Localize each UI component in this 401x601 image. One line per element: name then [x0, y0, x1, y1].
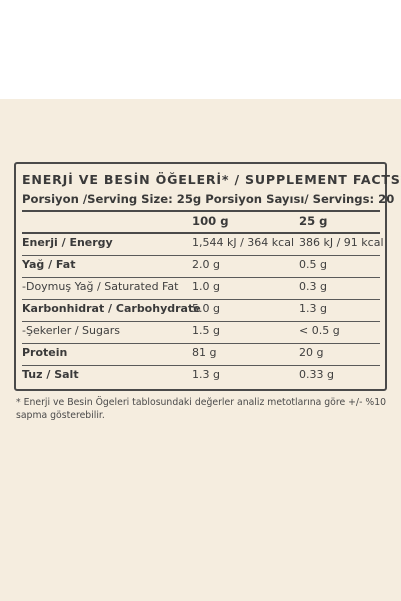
value-25g: 0.33 g: [299, 368, 334, 381]
value-25g: 386 kJ / 91 kcal: [299, 236, 384, 249]
value-25g: 0.3 g: [299, 280, 327, 293]
row-divider: [22, 343, 380, 344]
value-100g: 81 g: [192, 346, 217, 359]
row-label: Karbonhidrat / Carbohydrate: [22, 302, 201, 315]
value-25g: 20 g: [299, 346, 324, 359]
value-25g: < 0.5 g: [299, 324, 340, 337]
table-row: Yağ / Fat 2.0 g 0.5 g: [22, 255, 380, 277]
header-divider: [22, 210, 380, 212]
footnote: * Enerji ve Besin Ögeleri tablosundaki d…: [16, 397, 387, 421]
supplement-facts-table: [14, 162, 387, 391]
table-row: Tuz / Salt 1.3 g 0.33 g: [22, 365, 380, 387]
value-100g: 1.3 g: [192, 368, 220, 381]
column-header-25g: 25 g: [299, 214, 328, 228]
row-divider: [22, 277, 380, 278]
value-100g: 1.0 g: [192, 280, 220, 293]
row-divider: [22, 255, 380, 256]
value-25g: 0.5 g: [299, 258, 327, 271]
row-label: Yağ / Fat: [22, 258, 76, 271]
value-100g: 5.0 g: [192, 302, 220, 315]
background-panel: [0, 99, 401, 601]
serving-size-line: Porsiyon /Serving Size: 25g Porsiyon Say…: [22, 192, 395, 206]
column-header-100g: 100 g: [192, 214, 229, 228]
table-row: -Doymuş Yağ / Saturated Fat 1.0 g 0.3 g: [22, 277, 380, 299]
row-label: Tuz / Salt: [22, 368, 79, 381]
table-row: Karbonhidrat / Carbohydrate 5.0 g 1.3 g: [22, 299, 380, 321]
table-row: Enerji / Energy 1,544 kJ / 364 kcal 386 …: [22, 233, 384, 255]
value-25g: 1.3 g: [299, 302, 327, 315]
row-divider: [22, 321, 380, 322]
table-row: Protein 81 g 20 g: [22, 343, 380, 365]
row-label: Enerji / Energy: [22, 236, 113, 249]
row-label: Protein: [22, 346, 68, 359]
columns-divider: [22, 232, 380, 234]
row-label: -Şekerler / Sugars: [22, 324, 120, 337]
value-100g: 2.0 g: [192, 258, 220, 271]
table-row: -Şekerler / Sugars 1.5 g < 0.5 g: [22, 321, 380, 343]
value-100g: 1.5 g: [192, 324, 220, 337]
row-divider: [22, 365, 380, 366]
table-title: ENERJİ VE BESİN ÖĞELERİ* / SUPPLEMENT FA…: [22, 172, 401, 187]
value-100g: 1,544 kJ / 364 kcal: [192, 236, 295, 249]
row-label: -Doymuş Yağ / Saturated Fat: [22, 280, 179, 293]
row-divider: [22, 299, 380, 300]
